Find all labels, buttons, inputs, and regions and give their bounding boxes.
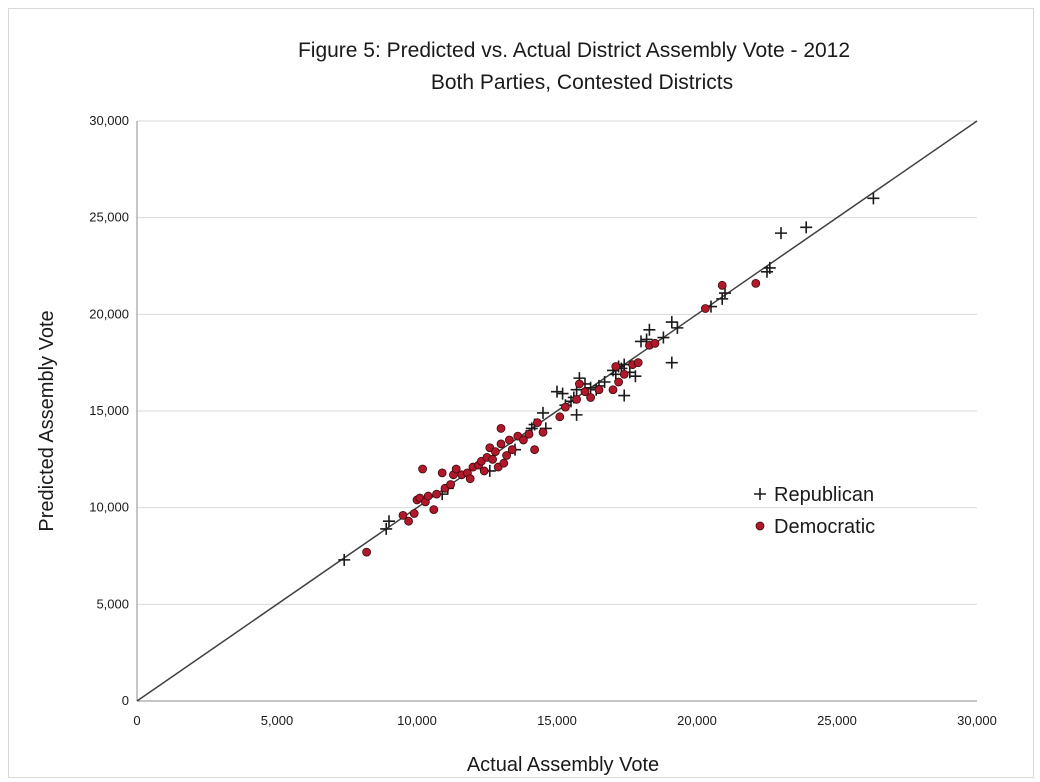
democratic-point [717,280,727,290]
democratic-point [538,427,548,437]
republican-point [867,192,880,205]
legend-dot-marker [755,521,765,531]
democratic-point [502,451,512,460]
republican-point [598,376,611,388]
republican-point [629,370,642,383]
democratic-point [451,464,461,474]
democratic-point [580,387,590,397]
republican-point [763,261,776,274]
democratic-point [611,362,621,371]
y-axis-title: Predicted Assembly Vote [36,310,58,531]
scatter-chart: Figure 5: Predicted vs. Actual District … [36,39,997,776]
chart-title: Figure 5: Predicted vs. Actual District … [298,39,850,62]
axes [136,121,977,702]
democratic-point [362,547,372,557]
democratic-point [751,278,761,288]
y-tick-label: 5,000 [96,596,129,611]
democratic-point [586,393,595,402]
x-axis-title: Actual Assembly Vote [467,754,659,776]
democratic-point [446,480,456,489]
democratic-point [555,412,565,422]
democratic-point [437,468,447,478]
republican-point [618,389,631,402]
democratic-point [465,474,475,484]
democratic-point [499,458,509,468]
data-points [338,192,880,566]
democratic-point [561,402,570,412]
republican-point [380,522,393,535]
x-tick-label: 15,000 [537,713,577,728]
democratic-point [619,369,629,379]
republican-point [383,515,395,528]
republican-point [716,292,729,305]
y-tick-label: 0 [122,693,129,708]
legend-item-republican: Republican [754,484,874,506]
democratic-point [504,435,514,445]
x-tick-label: 5,000 [261,713,294,728]
democratic-point [418,464,428,474]
republican-point [657,331,670,344]
democratic-point [594,385,604,395]
y-tick-label: 15,000 [89,403,129,418]
democratic-point [507,445,517,455]
republican-point [643,323,656,336]
democratic-point [423,491,433,501]
republican-point [665,316,678,329]
democratic-point [409,509,419,518]
democratic-point [572,394,581,404]
y-tick-label: 10,000 [89,500,129,515]
republican-point [800,221,813,234]
legend-label-democratic: Democratic [774,516,875,538]
democratic-point [488,454,498,464]
republican-point [537,406,549,419]
democratic-point [533,418,542,428]
x-tick-label: 30,000 [957,713,997,728]
x-tick-labels: 0 5,000 10,000 15,000 20,000 25,000 30,000 [133,713,997,728]
democratic-point [398,510,408,520]
x-tick-label: 10,000 [397,713,437,728]
republican-point [338,553,351,566]
democratic-point [614,377,623,387]
legend-label-republican: Republican [774,484,874,506]
republican-point [570,408,583,421]
y-tick-labels: 0 5,000 10,000 15,000 20,000 25,000 30,000 [89,113,129,708]
republican-point [556,387,569,400]
republican-point [775,227,787,240]
democratic-point [519,435,528,445]
republican-point [665,356,678,369]
democratic-point [429,505,439,515]
y-tick-label: 25,000 [89,210,129,225]
y-tick-label: 30,000 [89,113,129,128]
republican-point [719,287,731,300]
democratic-point [404,516,414,526]
republican-point [635,335,647,348]
legend-item-democratic: Democratic [755,516,875,538]
democratic-point [701,304,710,313]
democratic-point [530,445,539,455]
democratic-point [490,447,500,457]
chart-subtitle: Both Parties, Contested Districts [431,71,733,94]
democratic-point [432,489,442,499]
democratic-point [650,338,660,348]
republican-point [671,321,684,334]
x-tick-label: 25,000 [817,713,857,728]
democratic-point [496,423,506,433]
x-tick-label: 20,000 [677,713,717,728]
legend: Republican Democratic [754,484,875,538]
democratic-point [496,439,506,449]
democratic-point [608,385,618,395]
y-tick-label: 20,000 [89,306,129,321]
diagonal-reference-line [136,120,978,702]
democratic-point [524,429,534,439]
democratic-point [575,379,584,389]
x-tick-label: 0 [133,713,140,728]
chart-frame: Figure 5: Predicted vs. Actual District … [8,8,1034,778]
legend-plus-marker [754,488,766,500]
democratic-point [633,358,643,368]
reference-line [136,120,978,702]
republican-point [551,385,563,398]
democratic-point [479,466,489,476]
